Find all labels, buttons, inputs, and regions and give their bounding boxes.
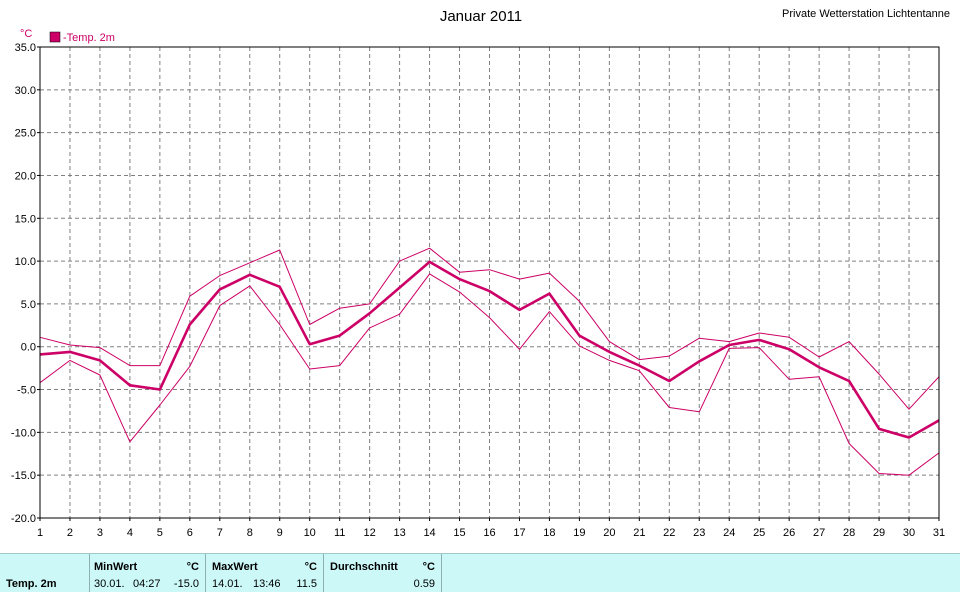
x-tick-label: 31 xyxy=(933,527,945,539)
min-value: -15.0 xyxy=(173,578,199,590)
y-tick-label: -20.0 xyxy=(11,513,36,525)
x-tick-label: 7 xyxy=(217,527,223,539)
max-date: 14.01. xyxy=(212,578,243,590)
temperature-chart: Januar 2011 Private Wetterstation Lichte… xyxy=(11,8,950,539)
x-tick-label: 9 xyxy=(277,527,283,539)
x-tick-label: 16 xyxy=(483,527,495,539)
x-tick-label: 24 xyxy=(723,527,735,539)
x-tick-label: 21 xyxy=(633,527,645,539)
y-tick-label: 35.0 xyxy=(15,42,36,54)
x-tick-label: 5 xyxy=(157,527,163,539)
stats-avg-column: Durchschnitt °C 0.59 xyxy=(324,554,442,592)
x-tick-label: 29 xyxy=(873,527,885,539)
y-axis-unit: °C xyxy=(20,28,32,40)
y-tick-label: 25.0 xyxy=(15,128,36,140)
avg-value: 0.59 xyxy=(413,578,435,590)
x-tick-label: 4 xyxy=(127,527,133,539)
y-tick-label: 0.0 xyxy=(21,342,36,354)
series-line-max xyxy=(39,247,940,410)
x-tick-label: 11 xyxy=(334,527,345,539)
x-tick-label: 19 xyxy=(573,527,585,539)
stats-max-column: MaxWert °C 14.01. 13:46 11.5 xyxy=(206,554,324,592)
y-tick-label: -5.0 xyxy=(17,385,36,397)
x-tick-label: 20 xyxy=(603,527,615,539)
station-name: Private Wetterstation Lichtentanne xyxy=(782,8,950,20)
statistics-panel: Temp. 2m MinWert °C 30.01. 04:27 -15.0 M… xyxy=(0,553,960,592)
x-tick-label: 26 xyxy=(783,527,795,539)
grid-lines xyxy=(40,47,939,518)
legend-swatch xyxy=(49,31,61,43)
x-tick-label: 23 xyxy=(693,527,705,539)
x-tick-label: 30 xyxy=(903,527,915,539)
max-unit: °C xyxy=(304,561,317,573)
x-tick-label: 13 xyxy=(393,527,405,539)
x-tick-label: 10 xyxy=(304,527,316,539)
x-tick-label: 2 xyxy=(67,527,73,539)
series-line-min xyxy=(39,273,940,476)
x-tick-label: 3 xyxy=(97,527,103,539)
y-tick-label: 10.0 xyxy=(15,256,36,268)
min-unit: °C xyxy=(186,561,199,573)
y-tick-label: 5.0 xyxy=(21,299,36,311)
x-axis-ticks: 1 2 3 4 5 6 7 8 9 10 11 12 13 14 15 16 17 18 19 20 21 22 23 24 2… xyxy=(37,518,945,539)
legend-label: -Temp. 2m xyxy=(63,32,115,44)
x-tick-label: 14 xyxy=(423,527,435,539)
x-tick-label: 12 xyxy=(364,527,376,539)
y-tick-label: 30.0 xyxy=(15,85,36,97)
stats-label-column: Temp. 2m xyxy=(0,554,90,592)
stats-row-label: Temp. 2m xyxy=(6,578,57,590)
x-tick-label: 28 xyxy=(843,527,855,539)
y-tick-label: 20.0 xyxy=(15,170,36,182)
y-tick-label: 15.0 xyxy=(15,213,36,225)
y-tick-label: -10.0 xyxy=(11,427,36,439)
min-time: 04:27 xyxy=(133,578,161,590)
x-tick-label: 6 xyxy=(187,527,193,539)
max-header: MaxWert xyxy=(212,561,258,573)
series-lines xyxy=(39,247,940,476)
x-tick-label: 25 xyxy=(753,527,765,539)
chart-title: Januar 2011 xyxy=(440,8,522,25)
max-time: 13:46 xyxy=(253,578,281,590)
y-tick-label: -15.0 xyxy=(11,470,36,482)
x-tick-label: 22 xyxy=(663,527,675,539)
max-value: 11.5 xyxy=(296,578,317,590)
avg-header: Durchschnitt xyxy=(330,561,398,573)
avg-unit: °C xyxy=(422,561,435,573)
x-tick-label: 8 xyxy=(247,527,253,539)
min-date: 30.01. xyxy=(94,578,125,590)
x-tick-label: 15 xyxy=(453,527,465,539)
x-tick-label: 27 xyxy=(813,527,825,539)
min-header: MinWert xyxy=(94,561,138,573)
stats-min-column: MinWert °C 30.01. 04:27 -15.0 xyxy=(90,554,206,592)
y-axis-ticks: 35.0 30.0 25.0 20.0 15.0 10.0 5.0 0.0 -5.0 -10.0 -… xyxy=(11,42,40,525)
series-line-mean xyxy=(39,260,940,439)
x-tick-label: 17 xyxy=(513,527,525,539)
x-tick-label: 1 xyxy=(37,527,43,539)
x-tick-label: 18 xyxy=(543,527,555,539)
plot-frame xyxy=(39,46,940,519)
